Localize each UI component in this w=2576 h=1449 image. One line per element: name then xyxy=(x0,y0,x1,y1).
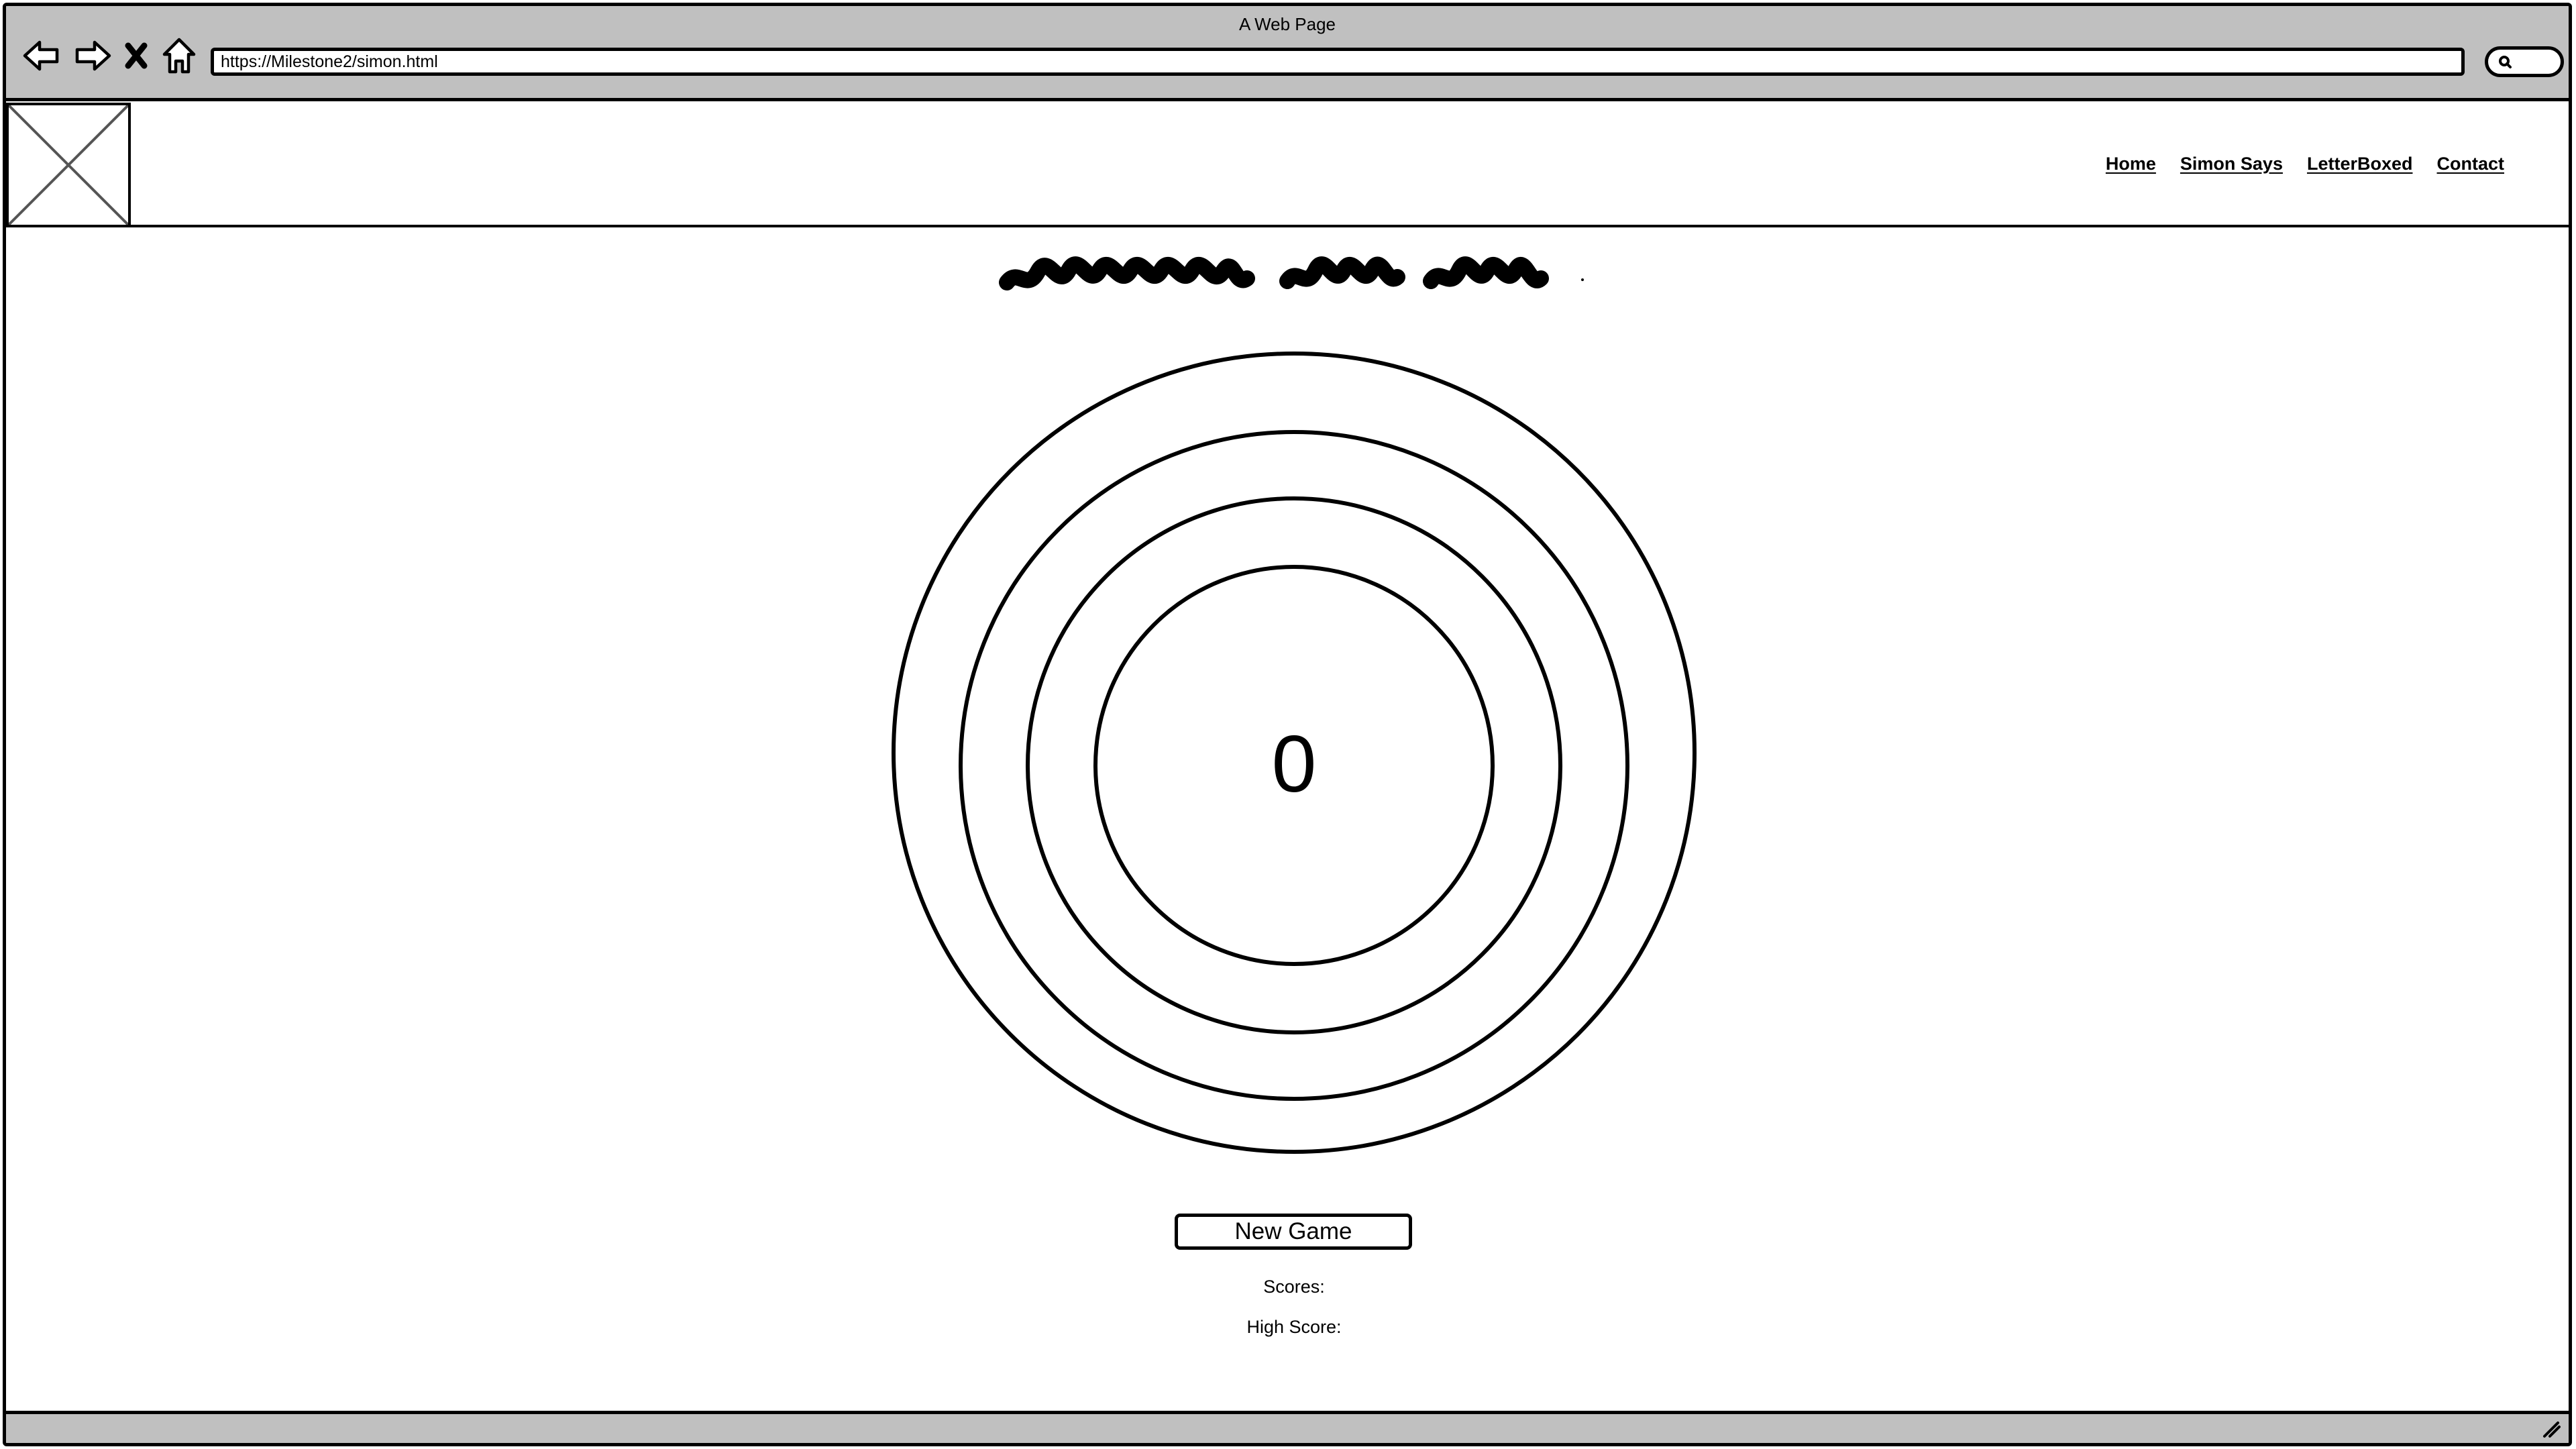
close-icon xyxy=(125,42,148,69)
home-button[interactable] xyxy=(159,36,199,76)
page-heading-placeholder xyxy=(999,256,1584,290)
browser-chrome: A Web Page https://Milestone2/simon.html xyxy=(6,6,2569,101)
score-display: 0 xyxy=(1271,719,1317,809)
address-bar[interactable]: https://Milestone2/simon.html xyxy=(211,48,2465,76)
new-game-button[interactable]: New Game xyxy=(1175,1214,1412,1250)
nav-link-letterboxed[interactable]: LetterBoxed xyxy=(2306,154,2413,174)
simon-ring-third[interactable] xyxy=(1026,496,1562,1034)
site-header: Home Simon Says LetterBoxed Contact xyxy=(6,101,2569,227)
back-button[interactable] xyxy=(21,36,61,76)
high-score-label: High Score: xyxy=(1246,1317,1342,1337)
forward-button[interactable] xyxy=(73,36,113,76)
main-nav: Home Simon Says LetterBoxed Contact xyxy=(2106,154,2504,174)
back-arrow-icon xyxy=(23,40,59,71)
logo-placeholder xyxy=(6,103,131,227)
forward-arrow-icon xyxy=(75,40,111,71)
nav-link-home[interactable]: Home xyxy=(2105,154,2156,174)
nav-link-contact[interactable]: Contact xyxy=(2436,154,2505,174)
simon-game-board xyxy=(892,352,1697,1154)
status-bar xyxy=(6,1411,2569,1443)
simon-ring-inner[interactable] xyxy=(1093,565,1495,966)
browser-window: A Web Page https://Milestone2/simon.html xyxy=(3,3,2572,1446)
search-button[interactable] xyxy=(2485,46,2564,77)
window-title: A Web Page xyxy=(1238,14,1336,34)
stop-button[interactable] xyxy=(121,36,151,76)
image-placeholder-icon xyxy=(7,104,129,226)
nav-link-simon-says[interactable]: Simon Says xyxy=(2180,154,2283,174)
scores-label: Scores: xyxy=(1263,1277,1325,1297)
simon-ring-second[interactable] xyxy=(959,430,1629,1101)
home-icon xyxy=(162,38,196,74)
search-icon xyxy=(2499,56,2512,68)
simon-ring-outer[interactable] xyxy=(892,352,1697,1154)
resize-grip-icon[interactable] xyxy=(2542,1420,2562,1439)
